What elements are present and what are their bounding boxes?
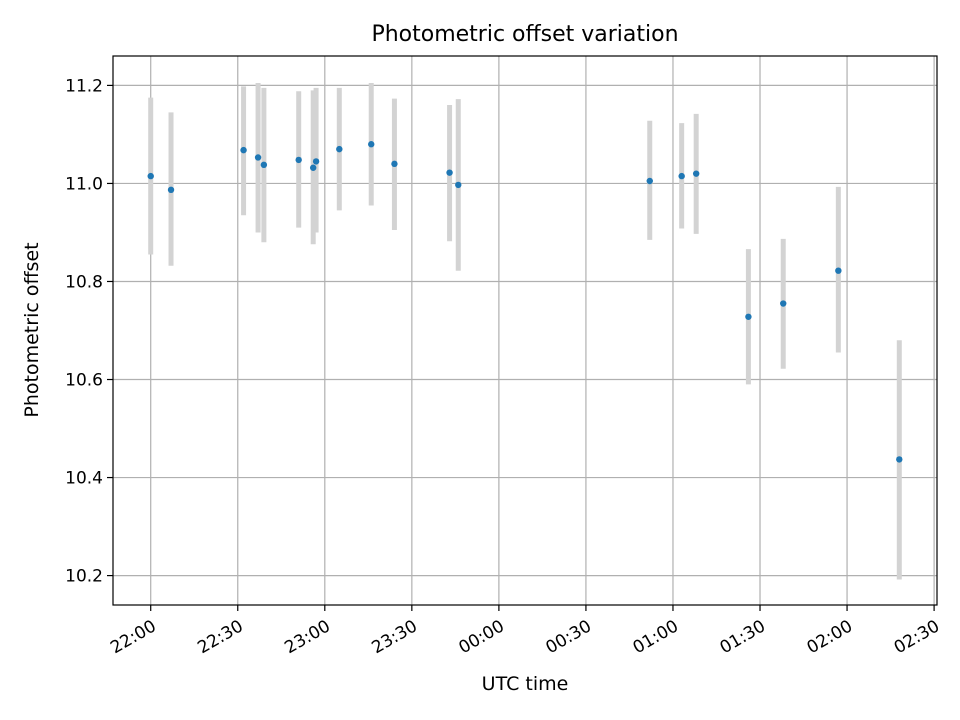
y-tick-label: 11.0: [65, 174, 103, 194]
data-point: [254, 154, 262, 161]
data-point: [896, 456, 903, 463]
x-tick-label: 23:00: [281, 616, 333, 658]
y-tick-label: 11.2: [65, 76, 103, 96]
y-axis-label: Photometric offset: [21, 242, 43, 418]
data-point: [167, 186, 175, 194]
x-tick-label: 23:30: [368, 616, 420, 658]
data-point: [692, 170, 700, 177]
error-bars: [148, 82, 902, 580]
data-points: [147, 141, 903, 463]
x-axis-label: UTC time: [481, 673, 569, 695]
x-tick-label: 22:00: [107, 616, 159, 658]
data-point: [678, 172, 685, 180]
data-point: [646, 177, 653, 185]
data-point: [835, 267, 842, 274]
y-tick-label: 10.4: [65, 469, 103, 489]
data-point: [455, 181, 462, 189]
data-point: [312, 158, 320, 165]
y-tick-label: 10.2: [65, 567, 103, 587]
x-tick-label: 00:30: [543, 616, 595, 658]
data-point: [368, 141, 375, 148]
x-tick-label: 01:00: [630, 616, 682, 658]
y-axis-ticks: 10.2 10.4 10.6 10.8 11.0 11.2: [65, 76, 113, 587]
chart-title: Photometric offset variation: [371, 22, 679, 47]
x-tick-label: 02:00: [804, 616, 856, 658]
x-axis-ticks: 22:00 22:30 23:00 23:30 00:00 00:30 01:00 01:30…: [107, 605, 943, 658]
x-tick-label: 22:30: [194, 616, 246, 658]
data-point: [780, 300, 787, 307]
data-point: [295, 156, 302, 164]
data-point: [446, 169, 453, 176]
data-point: [309, 164, 317, 171]
data-point: [745, 313, 752, 320]
data-point: [240, 146, 247, 154]
x-tick-label: 02:30: [891, 616, 943, 658]
x-tick-label: 00:00: [455, 616, 507, 658]
y-tick-label: 10.8: [65, 272, 103, 292]
grid-lines: [113, 56, 937, 605]
plot-area-frame: [112, 55, 938, 606]
x-tick-label: 01:30: [717, 616, 769, 658]
data-point: [391, 160, 398, 168]
data-point: [260, 161, 268, 169]
data-point: [147, 172, 154, 180]
data-point: [336, 145, 343, 153]
y-tick-label: 10.6: [65, 371, 103, 391]
